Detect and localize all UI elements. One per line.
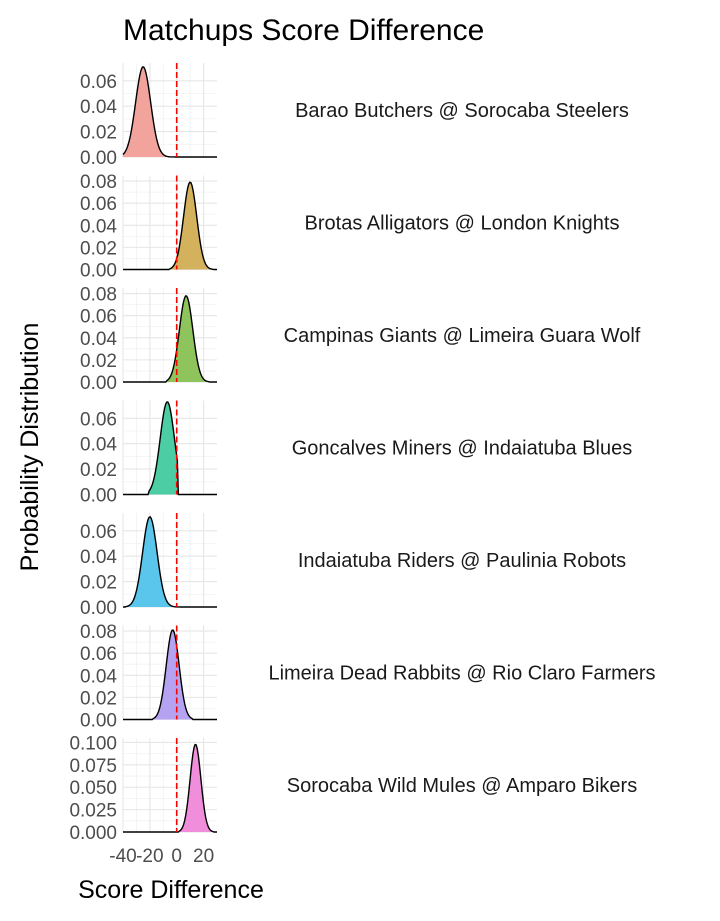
facet-label: Indaiatuba Riders @ Paulinia Robots xyxy=(298,550,626,572)
facet-panel: 0.00 0.02 0.04 0.06 Indaiatuba Riders @ Paul… xyxy=(80,513,626,619)
y-tick-label: 0.04 xyxy=(80,435,117,456)
y-tick-label: 0.100 xyxy=(69,733,117,754)
facet-panel: 0.000.020.040.060.08 Limeira Dead Rabbits… xyxy=(80,622,656,731)
y-tick-label: 0.00 xyxy=(80,598,117,619)
facet-label: Brotas Alligators @ London Knights xyxy=(305,213,620,235)
y-tick-label: 0.00 xyxy=(80,261,117,282)
density-line xyxy=(123,629,217,721)
y-tick-label: 0.025 xyxy=(69,801,117,822)
y-tick-label: 0.02 xyxy=(80,351,117,372)
density-area xyxy=(152,629,193,720)
y-tick-label: 0.075 xyxy=(69,756,117,777)
facet-label: Sorocaba Wild Mules @ Amparo Bikers xyxy=(287,775,637,797)
density-line xyxy=(123,295,217,383)
y-tick-label: 0.02 xyxy=(80,688,117,709)
facet-panel: 0.000.020.040.060.08 Brotas Alligators @ … xyxy=(80,172,619,281)
y-tick-label: 0.02 xyxy=(80,123,117,144)
x-tick-label: -40 xyxy=(109,846,136,867)
y-tick-label: 0.06 xyxy=(80,522,117,543)
y-tick-label: 0.00 xyxy=(80,148,117,169)
y-tick-label: 0.02 xyxy=(80,573,117,594)
x-tick-label: 0 xyxy=(171,846,182,867)
facet-label: Campinas Giants @ Limeira Guara Wolf xyxy=(284,325,641,347)
y-tick-label: 0.04 xyxy=(80,216,117,237)
y-tick-label: 0.06 xyxy=(80,644,117,665)
y-tick-label: 0.08 xyxy=(80,622,117,643)
y-tick-label: 0.06 xyxy=(80,307,117,328)
y-tick-label: 0.02 xyxy=(80,238,117,259)
y-tick-label: 0.04 xyxy=(80,547,117,568)
y-tick-label: 0.08 xyxy=(80,285,117,306)
density-area xyxy=(125,516,181,607)
y-tick-label: 0.04 xyxy=(80,666,117,687)
y-axis-title: Probability Distribution xyxy=(16,323,44,572)
density-area xyxy=(179,744,213,832)
y-tick-label: 0.00 xyxy=(80,486,117,507)
y-tick-label: 0.04 xyxy=(80,97,117,118)
y-tick-label: 0.000 xyxy=(69,823,117,844)
y-tick-label: 0.02 xyxy=(80,460,117,481)
density-area xyxy=(170,182,213,270)
density-area xyxy=(123,66,180,157)
facet-panel: 0.000.020.040.060.08 Campinas Giants @ Li… xyxy=(80,285,641,394)
facet-label: Limeira Dead Rabbits @ Rio Claro Farmers xyxy=(268,663,655,685)
facet-panel: 0.00 0.02 0.04 0.06 Goncalves Miners @ Indai… xyxy=(80,400,632,507)
y-tick-label: 0.06 xyxy=(80,72,117,93)
y-tick-label: 0.00 xyxy=(80,711,117,732)
y-tick-label: 0.06 xyxy=(80,194,117,215)
y-tick-label: 0.06 xyxy=(80,409,117,430)
y-tick-label: 0.00 xyxy=(80,373,117,394)
x-axis: -40 -20 0 20 xyxy=(109,846,214,867)
x-tick-label: -20 xyxy=(136,846,163,867)
x-tick-label: 20 xyxy=(193,846,214,867)
facet-panel: 0.00 0.02 0.04 0.06 Barao Butchers @ Sorocab… xyxy=(80,63,629,169)
x-axis-title: Score Difference xyxy=(78,876,264,904)
facet-label: Goncalves Miners @ Indaiatuba Blues xyxy=(292,438,632,460)
y-tick-label: 0.04 xyxy=(80,329,117,350)
density-line xyxy=(122,66,217,158)
density-line xyxy=(123,401,217,496)
chart-title: Matchups Score Difference xyxy=(123,14,484,47)
facet-label: Barao Butchers @ Sorocaba Steelers xyxy=(295,100,629,122)
y-tick-label: 0.08 xyxy=(80,172,117,193)
density-line xyxy=(123,516,217,608)
density-line xyxy=(123,181,217,271)
y-tick-label: 0.050 xyxy=(69,778,117,799)
density-line xyxy=(123,743,217,833)
